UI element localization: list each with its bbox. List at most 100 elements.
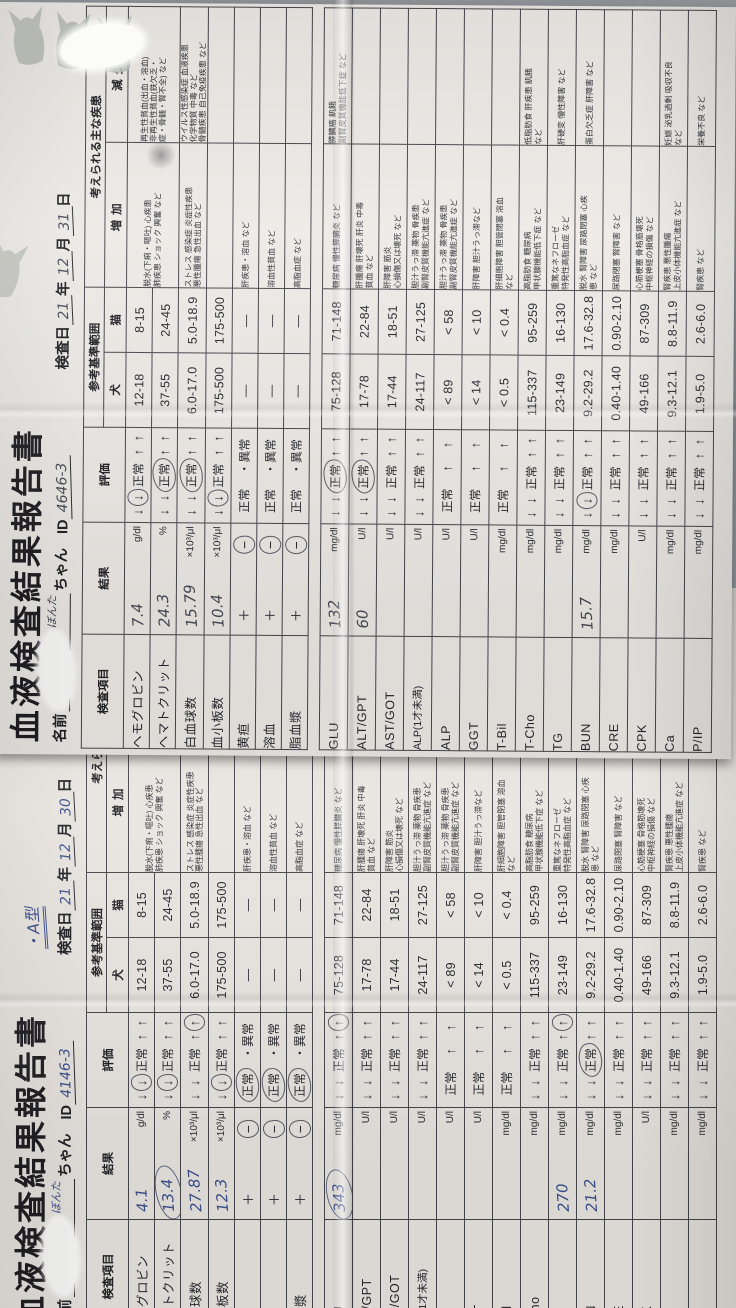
disease-increase: 腎疾患 悪性腫瘍 上皮小体機能亢進症 など [658,146,688,292]
range-cat: 95-259 [520,872,549,938]
evaluation-cell: ↓ ↓ 正常 ↑ ↑ [576,1012,605,1108]
col-header-decrease: 減少 [105,6,129,143]
eval-mark: ↓ [383,510,399,517]
evaluation-marks: ↓ ↓ 正常 ↑ ↑ [662,432,680,526]
result-value: 4.1 [131,1187,152,1213]
range-dog: 175-500 [205,352,233,429]
col-header-increase: 増加 [104,142,128,288]
evaluation-marks: 正常 ・異常 [287,429,305,523]
result-cell: mg/dl [544,525,573,638]
evaluation-cell: ↓ ↓ 正常 ↑ ↑ [628,430,658,527]
test-item-name: 黄疸 [229,635,257,750]
evaluation-cell: 正常 ・異常 [256,428,284,524]
result-cell-content: U/l [417,1108,428,1219]
eval-mark: ↑ [443,1024,458,1032]
eval-mark: ↓ [355,510,371,517]
result-cell: mg/dl [688,1107,717,1220]
eval-mark: ↑ [210,449,226,456]
eval-mark: ↑ [579,451,595,459]
eval-mark: ↓ [387,1093,402,1101]
result-unit: ×10³/μl [212,526,224,558]
range-dog: — [286,937,313,1013]
eval-mark: ↓ [183,508,199,516]
eval-mark: 正常 [416,1048,430,1073]
result-unit: mg/dl [693,529,705,555]
evaluation-marks: ↓ ↓ 正常 ↑ ↑ [610,1013,627,1107]
range-cat: 175-500 [208,872,235,938]
result-unit: mg/dl [529,1111,540,1136]
col-header-evaluation: 評価 [82,427,126,523]
result-unit: U/l [641,1111,652,1124]
evaluation-cell: 正常 ↑ ↑ [460,429,490,525]
evaluation-cell: 正常 ↑ ↑ [464,1012,493,1108]
test-item-name: CRE [599,637,629,752]
result-unit: g/dl [136,1111,147,1128]
range-cat: 71-148 [322,288,351,354]
eval-mark: ↓ [555,1093,570,1101]
disease-increase: 溶血性貧血 など [258,143,286,289]
test-item-name: 黄疸 [234,1219,261,1308]
result-unit: mg/dl [525,528,537,554]
range-cat: — [260,872,287,938]
range-dog: < 0.5 [492,937,521,1013]
eval-mark: ↓ [187,1093,203,1101]
result-unit: ×10³/μl [189,1111,201,1143]
test-item-name: ALP(1才未満) [408,1219,437,1308]
eval-mark: 正常 [608,466,623,491]
disease-increase: 糖尿病 慢性膵臓炎 など [322,143,352,289]
result-cell-content: 60 U/l [353,524,372,635]
eval-circled-mark: ↓ [160,1079,175,1087]
name-label: 名前 [52,713,70,743]
eval-mark: ↑ [667,1019,682,1027]
result-cell: U/l [352,1107,381,1220]
test-item-name: 白血球数 [180,1219,209,1308]
range-dog: < 0.5 [489,354,519,431]
result-value: 12.3 [211,1178,232,1213]
eval-mark: ↑ [415,1019,430,1027]
range-cat: 8-15 [126,287,153,353]
range-dog: 115-337 [517,355,547,431]
eval-mark: ↓ [667,1079,682,1087]
eval-mark: ↓ [607,497,623,505]
result-cell: 13.4% [154,1107,181,1220]
name-field: ぼんた [36,593,76,712]
evaluation-marks: ↓ ↓ 正常 ↑ ↑ [186,1013,203,1107]
eval-mark: ↓ [583,1093,598,1101]
eval-mark: ↓ [331,1079,346,1087]
eval-mark: ↑ [130,434,146,442]
disease-decrease: 低脂肪食 肝疾患 飢餓 など [519,9,549,146]
result-cell-content: U/l [441,525,453,636]
result-unit: % [158,526,170,536]
eval-mark: ↑ [495,442,511,449]
minus-mark-circled: − [235,540,252,549]
eval-circled-mark: ↓ [210,495,226,502]
month-label: 月 [56,236,73,252]
exam-day: 30 [57,792,76,823]
exam-date-label: 検査日 [55,325,72,370]
eval-mark: ・異常 [241,1023,256,1060]
evaluation-cell: ↓ ↓ 正常 ↑ ↑ [208,1012,235,1108]
eval-mark: ↑ [355,436,371,443]
range-cat: — [234,872,261,938]
eval-mark: ↑ [183,435,200,442]
evaluation-marks: 正常 ・異常 [265,1013,282,1107]
eval-mark: ↑ [555,1033,570,1041]
eval-mark: ↑ [130,448,146,456]
eval-mark: 正常 [500,1071,514,1096]
range-dog: 37-55 [154,937,181,1013]
result-cell-content: U/l [445,1108,456,1219]
disease-decrease [435,8,465,145]
range-cat: — [284,288,311,354]
result-cell: mg/dl [656,526,685,639]
eval-mark: ↑ [383,450,399,458]
result-unit: U/l [445,1111,456,1124]
minus-mark-circled: − [287,541,304,550]
result-unit: U/l [361,1111,372,1124]
result-cell: 27.87 ×10³/μl [180,1107,209,1220]
minus-mark-circled: − [265,1125,282,1134]
result-cell-content: 343 mg/dl [329,1108,349,1219]
eval-mark: ↑ [187,1033,203,1041]
disease-decrease [207,6,235,144]
eval-mark: ↓ [160,1093,175,1101]
